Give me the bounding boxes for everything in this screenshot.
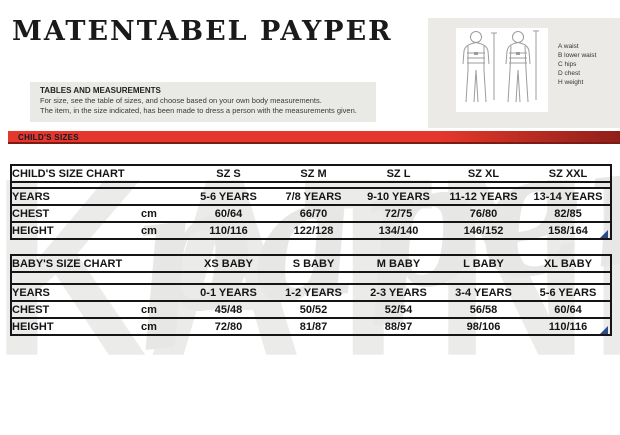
child-table-header-row: CHILD'S SIZE CHART SZ S SZ M SZ L SZ XL …	[11, 164, 611, 183]
row-label: YEARS	[11, 187, 141, 206]
intro-box: TABLES AND MEASUREMENTS For size, see th…	[30, 82, 376, 122]
baby-height-row: HEIGHT cm 72/80 81/87 88/97 98/106 110/1…	[11, 317, 611, 336]
cell-value: 52/54	[356, 300, 441, 319]
cell-value: 50/52	[271, 300, 356, 319]
table-corner-marker-icon	[600, 326, 608, 334]
cell-value: 60/64	[526, 300, 611, 319]
legend-item-hips: C hips	[558, 61, 577, 68]
cell-value: 5-6 YEARS	[186, 187, 271, 206]
baby-col-l: L BABY	[441, 254, 526, 273]
child-col-sz-l: SZ L	[356, 164, 441, 183]
child-size-table-wrap: CHILD'S SIZE CHART SZ S SZ M SZ L SZ XL …	[10, 164, 612, 240]
cell-value: 146/152	[441, 221, 526, 240]
cell-value: 88/97	[356, 317, 441, 336]
legend-item-waist: A waist	[558, 43, 579, 50]
cell-value: 1-2 YEARS	[271, 283, 356, 302]
cell-value: 72/75	[356, 204, 441, 223]
baby-size-table-wrap: BABY'S SIZE CHART XS BABY S BABY M BABY …	[10, 254, 612, 336]
cell-value: 110/116	[526, 317, 611, 336]
row-unit: cm	[141, 204, 186, 223]
intro-heading: TABLES AND MEASUREMENTS	[40, 86, 161, 95]
cell-value: 13-14 YEARS	[526, 187, 611, 206]
cell-value: 11-12 YEARS	[441, 187, 526, 206]
body-figures-icon	[462, 30, 539, 103]
row-label: HEIGHT	[11, 317, 141, 336]
figure-legend: A waist B lower waist C hips D chest H w…	[558, 42, 596, 87]
row-label: HEIGHT	[11, 221, 141, 240]
legend-item-lower-waist: B lower waist	[558, 52, 597, 59]
cell-value: 158/164	[526, 221, 611, 240]
cell-value: 134/140	[356, 221, 441, 240]
cell-value: 76/80	[441, 204, 526, 223]
cell-value: 0-1 YEARS	[186, 283, 271, 302]
cell-value: 45/48	[186, 300, 271, 319]
baby-size-table: BABY'S SIZE CHART XS BABY S BABY M BABY …	[10, 254, 612, 336]
cell-value: 110/116	[186, 221, 271, 240]
row-unit: cm	[141, 300, 186, 319]
section-banner-label: CHILD'S SIZES	[18, 133, 79, 142]
intro-line-2: The item, in the size indicated, has bee…	[40, 105, 357, 115]
row-unit: cm	[141, 317, 186, 336]
baby-col-xs: XS BABY	[186, 254, 271, 273]
cell-value: 7/8 YEARS	[271, 187, 356, 206]
table-corner-marker-icon	[600, 230, 608, 238]
cell-value: 81/87	[271, 317, 356, 336]
cell-value: 56/58	[441, 300, 526, 319]
child-col-sz-xxl: SZ XXL	[526, 164, 611, 183]
baby-table-title: BABY'S SIZE CHART	[11, 254, 186, 273]
child-table-spacer-row	[11, 181, 611, 189]
cell-value: 2-3 YEARS	[356, 283, 441, 302]
body-figure-box	[456, 28, 548, 112]
section-banner-childs-sizes: CHILD'S SIZES	[8, 131, 620, 144]
baby-table-spacer-row	[11, 271, 611, 285]
baby-years-row: YEARS 0-1 YEARS 1-2 YEARS 2-3 YEARS 3-4 …	[11, 283, 611, 302]
child-table-title: CHILD'S SIZE CHART	[11, 164, 186, 183]
child-col-sz-xl: SZ XL	[441, 164, 526, 183]
legend-item-chest: D chest	[558, 70, 581, 77]
baby-col-s: S BABY	[271, 254, 356, 273]
cell-value: 72/80	[186, 317, 271, 336]
row-unit	[141, 283, 186, 302]
child-years-row: YEARS 5-6 YEARS 7/8 YEARS 9-10 YEARS 11-…	[11, 187, 611, 206]
row-label: CHEST	[11, 204, 141, 223]
cell-value: 3-4 YEARS	[441, 283, 526, 302]
child-chest-row: CHEST cm 60/64 66/70 72/75 76/80 82/85	[11, 204, 611, 223]
row-label: YEARS	[11, 283, 141, 302]
cell-value: 60/64	[186, 204, 271, 223]
baby-col-m: M BABY	[356, 254, 441, 273]
intro-line-1: For size, see the table of sizes, and ch…	[40, 96, 322, 105]
measurement-figure-panel: A waist B lower waist C hips D chest H w…	[428, 18, 620, 128]
child-col-sz-m: SZ M	[271, 164, 356, 183]
row-unit	[141, 187, 186, 206]
legend-item-weight: H weight	[558, 79, 584, 86]
row-label: CHEST	[11, 300, 141, 319]
child-col-sz-s: SZ S	[186, 164, 271, 183]
baby-table-header-row: BABY'S SIZE CHART XS BABY S BABY M BABY …	[11, 254, 611, 273]
cell-value: 82/85	[526, 204, 611, 223]
cell-value: 98/106	[441, 317, 526, 336]
page-title: MATENTABEL PAYPER	[12, 16, 393, 47]
cell-value: 5-6 YEARS	[526, 283, 611, 302]
child-size-table: CHILD'S SIZE CHART SZ S SZ M SZ L SZ XL …	[10, 164, 612, 240]
child-height-row: HEIGHT cm 110/116 122/128 134/140 146/15…	[11, 221, 611, 240]
cell-value: 122/128	[271, 221, 356, 240]
cell-value: 66/70	[271, 204, 356, 223]
baby-chest-row: CHEST cm 45/48 50/52 52/54 56/58 60/64	[11, 300, 611, 319]
cell-value: 9-10 YEARS	[356, 187, 441, 206]
row-unit: cm	[141, 221, 186, 240]
baby-col-xl: XL BABY	[526, 254, 611, 273]
